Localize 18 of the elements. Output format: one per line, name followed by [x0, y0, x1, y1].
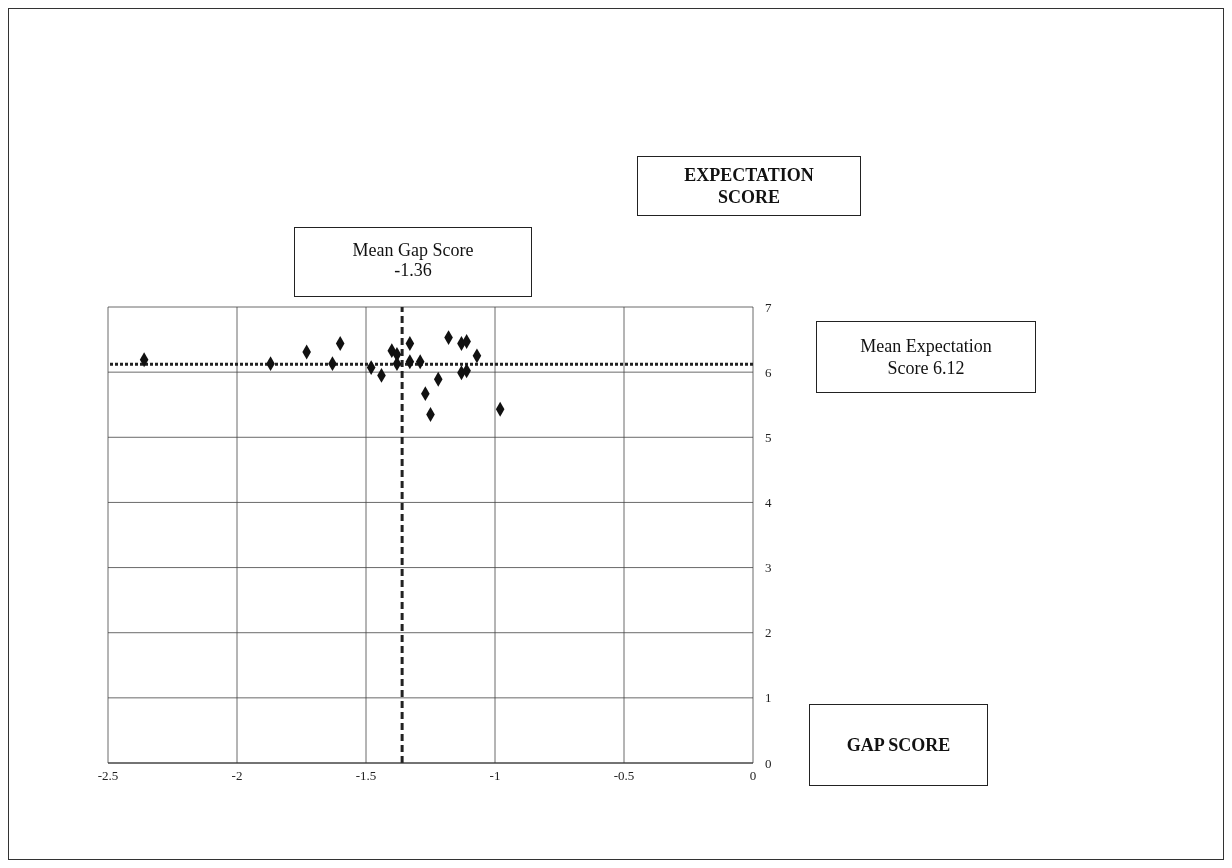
text: Mean Expectation Score 6.12	[859, 335, 993, 379]
ref-line-label: Mean Gap Score -1.36	[351, 240, 475, 280]
x-tick-label: -2	[231, 768, 243, 784]
y-tick-label: 0	[765, 755, 772, 771]
x-tick-label: -1.5	[355, 768, 377, 784]
x-tick-label: 0	[749, 768, 757, 784]
y-tick-label: 6	[765, 364, 772, 380]
x-tick-label: -1	[489, 768, 501, 784]
x-tick-label: -2.5	[97, 768, 119, 784]
text: EXPECTATION SCORE	[684, 164, 814, 208]
x-axis-title: GAP SCORE	[846, 734, 951, 756]
x-tick-label: -0.5	[613, 768, 635, 784]
y-tick-label: 4	[765, 495, 772, 511]
y-tick-label: 1	[765, 690, 772, 706]
y-tick-label: 7	[765, 299, 772, 315]
y-tick-label: 2	[765, 625, 772, 641]
y-tick-label: 5	[765, 429, 772, 445]
y-tick-label: 3	[765, 560, 772, 576]
